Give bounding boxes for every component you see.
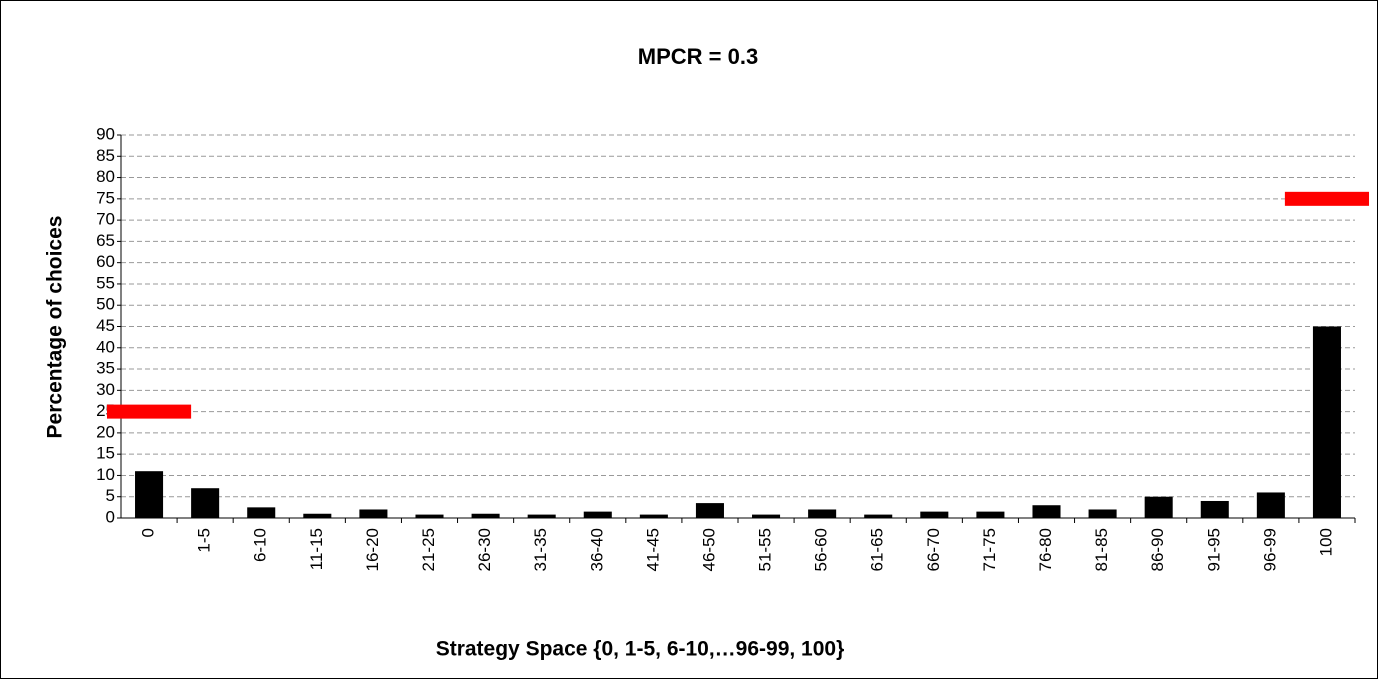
x-tick-label: 81-85 (1092, 528, 1111, 571)
x-tick-label: 16-20 (363, 528, 382, 571)
bar (191, 488, 220, 518)
y-tick-label: 45 (96, 316, 115, 335)
y-tick-label: 20 (96, 422, 115, 441)
y-tick-label: 65 (96, 231, 115, 250)
x-tick-label: 51-55 (756, 528, 775, 571)
chart-title: MPCR = 0.3 (638, 44, 758, 69)
x-tick-label: 0 (139, 528, 158, 537)
y-tick-label: 70 (96, 210, 115, 229)
bar (247, 507, 276, 518)
bar (583, 511, 612, 518)
x-tick-label: 21-25 (419, 528, 438, 571)
y-tick-label: 10 (96, 465, 115, 484)
y-tick-label: 75 (96, 188, 115, 207)
bar (303, 513, 332, 518)
bar (752, 514, 781, 518)
x-tick-label: 100 (1316, 528, 1335, 556)
y-tick-label: 90 (96, 124, 115, 143)
y-tick-label: 35 (96, 359, 115, 378)
y-tick-label: 15 (96, 444, 115, 463)
bar (639, 514, 668, 518)
y-tick-label: 85 (96, 146, 115, 165)
x-tick-label: 41-45 (643, 528, 662, 571)
x-tick-label: 26-30 (475, 528, 494, 571)
prediction-marker (106, 404, 192, 419)
x-tick-label: 66-70 (924, 528, 943, 571)
x-axis-title: Strategy Space {0, 1-5, 6-10,…96-99, 100… (436, 638, 845, 661)
y-tick-label: 0 (106, 507, 115, 526)
bar (1312, 326, 1341, 518)
y-tick-label: 5 (106, 486, 115, 505)
bar (1256, 492, 1285, 518)
y-tick-label: 30 (96, 380, 115, 399)
bar (1200, 500, 1229, 518)
bar (864, 514, 893, 518)
prediction-marker (1284, 191, 1370, 206)
bar (976, 511, 1005, 518)
x-tick-label: 86-90 (1148, 528, 1167, 571)
x-tick-label: 61-65 (868, 528, 887, 571)
bar (135, 471, 164, 518)
y-tick-label: 40 (96, 337, 115, 356)
y-axis-title: Percentage of choices (44, 216, 67, 439)
bar (1032, 505, 1061, 518)
y-tick-label: 60 (96, 252, 115, 271)
x-tick-label: 36-40 (587, 528, 606, 571)
bar (808, 509, 837, 518)
y-tick-label: 50 (96, 295, 115, 314)
bar (527, 514, 556, 518)
y-tick-label: 80 (96, 167, 115, 186)
x-tick-label: 71-75 (980, 528, 999, 571)
x-tick-label: 56-60 (812, 528, 831, 571)
bar (471, 513, 500, 518)
x-tick-label: 31-35 (531, 528, 550, 571)
x-tick-label: 96-99 (1260, 528, 1279, 571)
bar (415, 514, 444, 518)
bar (1144, 496, 1173, 518)
x-tick-label: 46-50 (699, 528, 718, 571)
bar (1088, 509, 1117, 518)
x-tick-label: 91-95 (1204, 528, 1223, 571)
x-tick-label: 1-5 (195, 528, 214, 553)
x-tick-label: 76-80 (1036, 528, 1055, 571)
x-tick-label: 11-15 (307, 528, 326, 570)
bar (359, 509, 388, 518)
bar (695, 503, 724, 518)
y-tick-label: 55 (96, 273, 115, 292)
bar (920, 511, 949, 518)
x-tick-label: 6-10 (251, 528, 270, 562)
